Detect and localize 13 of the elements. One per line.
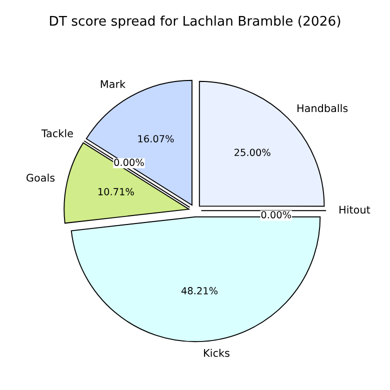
data-label: 10.71% bbox=[98, 188, 134, 196]
category-label: Tackle bbox=[41, 129, 73, 138]
data-label: 25.00% bbox=[234, 148, 270, 156]
data-label: 48.21% bbox=[181, 287, 218, 294]
text: 0.00% bbox=[114, 158, 144, 166]
slice-label: Kicks bbox=[204, 348, 230, 357]
data-label: 16.07% bbox=[138, 135, 174, 142]
chart-title: DT score spread for Lachlan Bramble (2026) bbox=[50, 16, 340, 28]
category-label: Hitout bbox=[340, 206, 370, 214]
text: 0.00% bbox=[261, 211, 292, 218]
slice-label: Handballs bbox=[298, 104, 348, 112]
slice-label: Mark bbox=[100, 80, 126, 88]
slice-label: Goals bbox=[26, 174, 55, 182]
